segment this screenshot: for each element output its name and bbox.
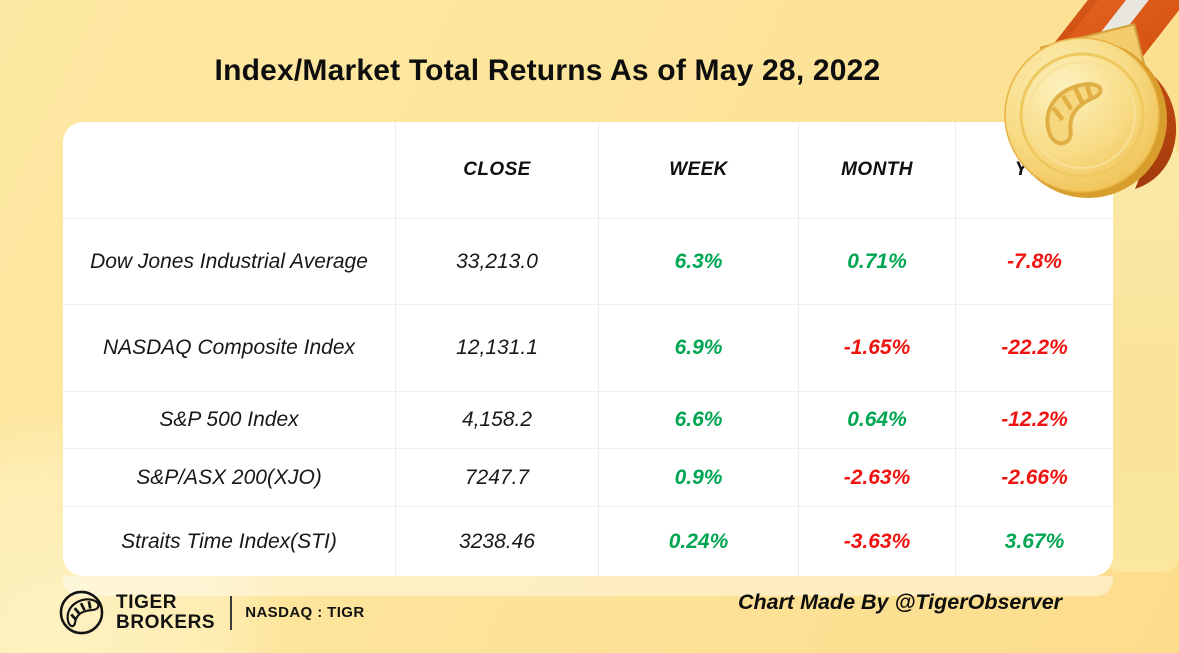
brand-name: TIGER BROKERS	[116, 591, 216, 633]
tiger-logo-icon	[59, 590, 104, 635]
row-label: NASDAQ Composite Index	[63, 304, 395, 391]
header-week: WEEK	[598, 122, 798, 218]
value-cell: 3238.46	[395, 506, 598, 576]
value-cell: 4,158.2	[395, 391, 598, 448]
value-cell: 0.71%	[798, 218, 955, 304]
value-cell: -1.65%	[798, 304, 955, 391]
medal-icon	[1004, 0, 1179, 198]
value-cell: 6.9%	[598, 304, 798, 391]
brand-line1: TIGER	[116, 591, 178, 613]
header-close: CLOSE	[395, 122, 598, 218]
credit-text: Chart Made By @TigerObserver	[737, 590, 1063, 614]
ticker-label: NASDAQ : TIGR	[245, 604, 365, 621]
header-month: MONTH	[798, 122, 955, 218]
value-cell: 0.24%	[598, 506, 798, 576]
row-label: S&P 500 Index	[63, 391, 395, 448]
page-title: Index/Market Total Returns As of May 28,…	[214, 54, 881, 87]
row-label: Straits Time Index(STI)	[63, 506, 395, 576]
value-cell: 6.3%	[598, 218, 798, 304]
returns-table: CLOSE WEEK MONTH YTD Dow Jones Industria…	[63, 122, 1113, 576]
row-label: Dow Jones Industrial Average	[63, 218, 395, 304]
value-cell: 7247.7	[395, 448, 598, 506]
value-cell: -12.2%	[955, 391, 1113, 448]
value-cell: 0.9%	[598, 448, 798, 506]
background-glow	[1106, 142, 1179, 572]
brand-footer: TIGER BROKERS NASDAQ : TIGR	[58, 589, 365, 636]
value-cell: -2.63%	[798, 448, 955, 506]
value-cell: 6.6%	[598, 391, 798, 448]
value-cell: 33,213.0	[395, 218, 598, 304]
row-label: S&P/ASX 200(XJO)	[63, 448, 395, 506]
value-cell: -2.66%	[955, 448, 1113, 506]
value-cell: 12,131.1	[395, 304, 598, 391]
value-cell: -3.63%	[798, 506, 955, 576]
value-cell: 3.67%	[955, 506, 1113, 576]
value-cell: -22.2%	[955, 304, 1113, 391]
header-blank	[63, 122, 395, 218]
value-cell: -7.8%	[955, 218, 1113, 304]
brand-line2: BROKERS	[116, 611, 216, 633]
table-shadow	[63, 576, 1113, 596]
footer-divider	[230, 595, 233, 630]
value-cell: 0.64%	[798, 391, 955, 448]
